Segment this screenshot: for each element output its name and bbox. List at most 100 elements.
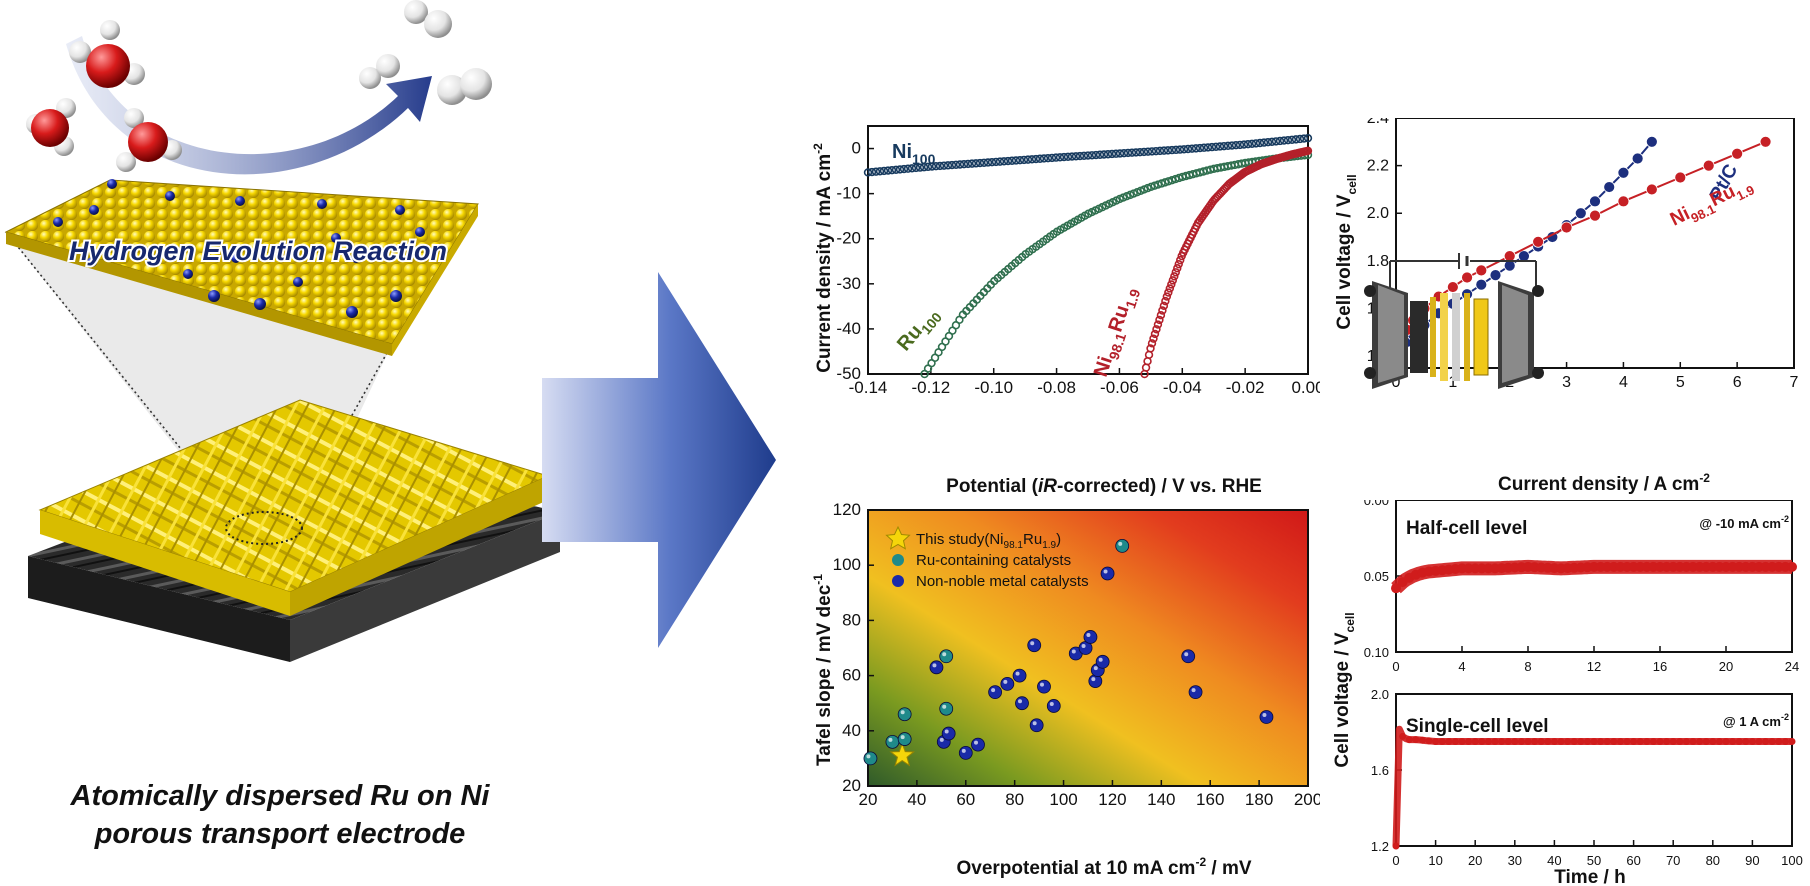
y-axis-label: Cell voltage / Vcell bbox=[1334, 174, 1359, 329]
data-point bbox=[929, 660, 944, 675]
data-point bbox=[1560, 221, 1573, 234]
data-point bbox=[1035, 154, 1045, 163]
x-tick-label: 160 bbox=[1196, 790, 1224, 809]
data-point bbox=[1103, 150, 1113, 159]
data-point bbox=[1759, 135, 1772, 148]
hero-label: Hydrogen Evolution Reaction bbox=[69, 236, 447, 266]
data-point bbox=[879, 166, 889, 176]
data-point bbox=[1003, 156, 1013, 166]
data-point bbox=[1012, 668, 1027, 683]
data-point bbox=[1475, 278, 1488, 291]
data-point-star bbox=[889, 742, 915, 767]
y-tick-label: 1.6 bbox=[1371, 763, 1389, 778]
data-point bbox=[1027, 638, 1042, 653]
data-point bbox=[1303, 146, 1313, 155]
data-point bbox=[1223, 141, 1233, 151]
data-point bbox=[987, 157, 997, 167]
data-point bbox=[1147, 147, 1157, 156]
data-point bbox=[1418, 736, 1426, 744]
data-point bbox=[1149, 334, 1158, 343]
data-point bbox=[1083, 151, 1093, 160]
data-point bbox=[895, 165, 905, 174]
data-point bbox=[1504, 738, 1512, 745]
data-point bbox=[1392, 842, 1400, 850]
data-point bbox=[1219, 141, 1229, 151]
data-point bbox=[1489, 269, 1502, 282]
process-arrow-icon bbox=[542, 272, 776, 648]
data-point bbox=[988, 685, 1003, 700]
x-axis-label: Current density / A cm-2 bbox=[1498, 471, 1710, 495]
data-point bbox=[1000, 676, 1015, 691]
y-tick-label: 60 bbox=[842, 666, 861, 685]
data-point bbox=[1537, 738, 1545, 745]
data-point bbox=[959, 160, 969, 169]
x-tick-label: 16 bbox=[1653, 659, 1667, 674]
x-tick-label: 20 bbox=[859, 790, 878, 809]
data-point bbox=[1275, 136, 1285, 146]
data-point bbox=[1079, 151, 1089, 160]
x-tick-label: 120 bbox=[1098, 790, 1126, 809]
data-point-highlight bbox=[1049, 701, 1054, 706]
data-point bbox=[1187, 144, 1197, 153]
data-point bbox=[887, 166, 897, 175]
data-point bbox=[1119, 149, 1129, 158]
data-point bbox=[1055, 153, 1065, 162]
x-tick-label: 60 bbox=[1626, 853, 1640, 868]
data-point bbox=[863, 168, 873, 177]
data-point-highlight bbox=[1030, 641, 1035, 646]
data-point bbox=[1158, 306, 1167, 315]
x-tick-label: 100 bbox=[1781, 853, 1803, 868]
y-axis-label: Current density / mA cm-2 bbox=[811, 143, 835, 373]
data-point bbox=[1181, 649, 1196, 664]
data-point bbox=[947, 160, 957, 170]
data-point bbox=[1207, 142, 1217, 152]
data-point bbox=[1067, 152, 1077, 161]
data-point-highlight bbox=[961, 748, 966, 753]
data-point bbox=[995, 157, 1005, 166]
data-point bbox=[907, 164, 917, 173]
data-point bbox=[939, 649, 954, 664]
data-point bbox=[1188, 685, 1203, 700]
data-point bbox=[927, 162, 937, 171]
data-point bbox=[1729, 738, 1737, 745]
data-point bbox=[1570, 738, 1578, 745]
x-tick-label: 60 bbox=[956, 790, 975, 809]
half-cell-annotation: @ -10 mA cm-2 bbox=[1699, 514, 1789, 531]
data-point bbox=[897, 707, 912, 722]
data-point bbox=[1518, 250, 1530, 262]
data-point bbox=[911, 163, 921, 173]
legend-label-non-noble: Non-noble metal catalysts bbox=[916, 573, 1089, 590]
x-axis-label: Time / h bbox=[1554, 867, 1625, 886]
data-point bbox=[1071, 152, 1081, 161]
x-tick-label: 5 bbox=[1676, 374, 1685, 391]
data-point-highlight bbox=[1032, 721, 1037, 726]
data-point bbox=[958, 745, 973, 760]
data-point bbox=[1203, 143, 1213, 152]
data-point bbox=[1027, 155, 1037, 164]
data-point bbox=[971, 159, 981, 168]
x-tick-label: -0.06 bbox=[1100, 378, 1139, 397]
data-point bbox=[1616, 738, 1624, 745]
data-point bbox=[1682, 738, 1690, 745]
data-point bbox=[1597, 738, 1605, 745]
x-tick-label: 20 bbox=[1719, 659, 1733, 674]
ru-atoms bbox=[53, 179, 425, 318]
data-point bbox=[1471, 738, 1479, 745]
data-point bbox=[875, 167, 885, 176]
data-point bbox=[1168, 276, 1177, 285]
data-point-highlight bbox=[1098, 657, 1103, 662]
data-point-highlight bbox=[974, 740, 978, 745]
x-tick-label: -0.08 bbox=[1037, 378, 1076, 397]
her-illustration: Hydrogen Evolution Reaction bbox=[4, 0, 560, 662]
data-point bbox=[1762, 738, 1770, 745]
data-point bbox=[1215, 142, 1225, 151]
data-point bbox=[1263, 137, 1273, 147]
data-point bbox=[1139, 147, 1149, 157]
x-tick-label: 180 bbox=[1245, 790, 1273, 809]
zoom-region bbox=[225, 511, 303, 545]
x-tick-label: 0.00 bbox=[1291, 378, 1320, 397]
data-point-highlight bbox=[866, 754, 871, 759]
data-point bbox=[1015, 155, 1025, 165]
hydrogen-molecule-icon bbox=[359, 54, 400, 89]
data-point bbox=[1155, 315, 1164, 325]
